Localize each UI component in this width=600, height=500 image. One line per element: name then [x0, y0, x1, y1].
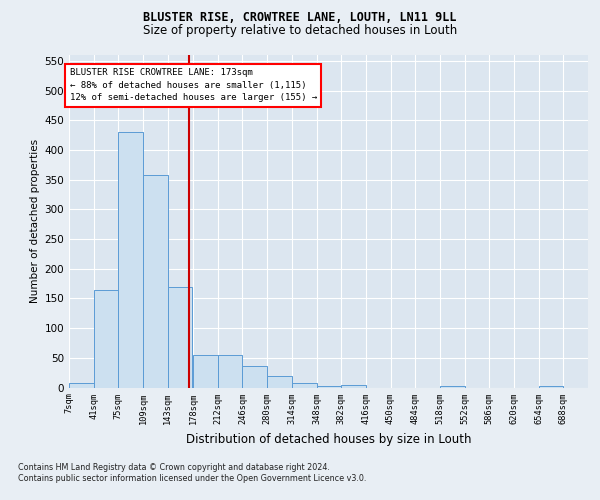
- Bar: [341, 384, 366, 388]
- Bar: [539, 386, 563, 388]
- Text: Size of property relative to detached houses in Louth: Size of property relative to detached ho…: [143, 24, 457, 37]
- Bar: [69, 383, 94, 388]
- Bar: [242, 366, 267, 388]
- Text: Distribution of detached houses by size in Louth: Distribution of detached houses by size …: [186, 432, 472, 446]
- Bar: [317, 386, 341, 388]
- Bar: [118, 132, 143, 388]
- Bar: [168, 286, 193, 388]
- Bar: [143, 175, 168, 388]
- Bar: [292, 383, 317, 388]
- Bar: [440, 386, 464, 388]
- Bar: [267, 376, 292, 388]
- Text: BLUSTER RISE, CROWTREE LANE, LOUTH, LN11 9LL: BLUSTER RISE, CROWTREE LANE, LOUTH, LN11…: [143, 11, 457, 24]
- Y-axis label: Number of detached properties: Number of detached properties: [30, 139, 40, 304]
- Bar: [193, 355, 218, 388]
- Text: BLUSTER RISE CROWTREE LANE: 173sqm
← 88% of detached houses are smaller (1,115)
: BLUSTER RISE CROWTREE LANE: 173sqm ← 88%…: [70, 68, 317, 102]
- Bar: [218, 355, 242, 388]
- Text: Contains public sector information licensed under the Open Government Licence v3: Contains public sector information licen…: [18, 474, 367, 483]
- Text: Contains HM Land Registry data © Crown copyright and database right 2024.: Contains HM Land Registry data © Crown c…: [18, 462, 330, 471]
- Bar: [94, 290, 118, 388]
